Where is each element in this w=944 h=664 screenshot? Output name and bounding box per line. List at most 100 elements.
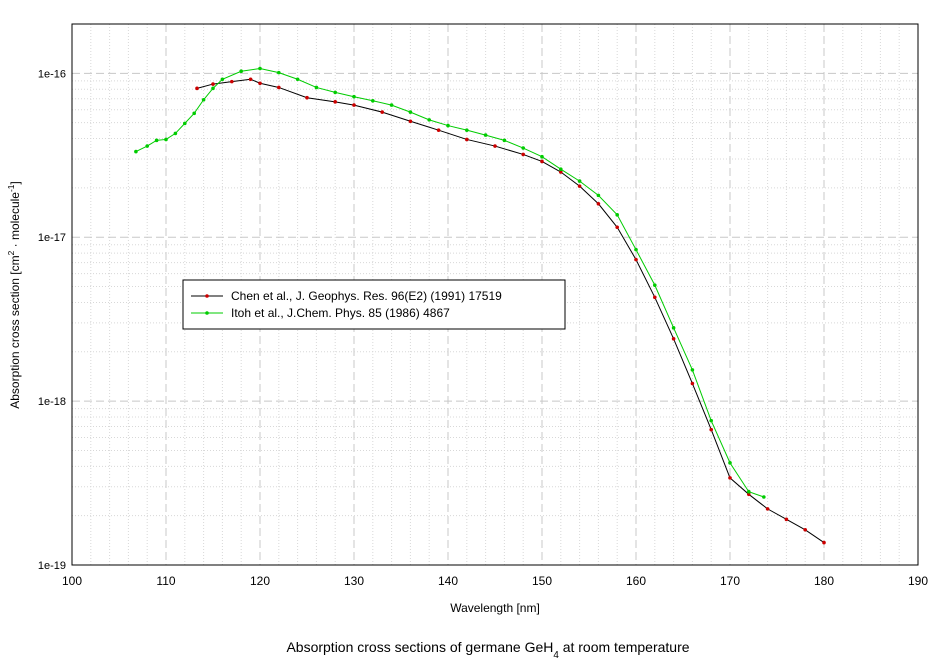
data-point <box>762 495 766 499</box>
data-point <box>540 154 544 159</box>
data-point <box>634 247 638 252</box>
data-point <box>596 193 601 198</box>
data-point <box>220 77 225 82</box>
plot-frame <box>71 23 919 566</box>
data-point <box>248 77 253 82</box>
data-point <box>352 94 356 99</box>
data-point <box>258 81 262 86</box>
y-tick-label: 1e-16 <box>38 68 66 80</box>
data-point <box>728 461 732 465</box>
data-point <box>427 118 432 122</box>
data-point <box>728 476 732 480</box>
data-point <box>540 159 544 164</box>
text-part: · molecule <box>8 192 22 251</box>
x-tick-label: 120 <box>250 574 270 588</box>
plot <box>134 66 826 545</box>
data-point <box>333 90 338 95</box>
legend-marker <box>205 294 209 298</box>
x-tick-label: 170 <box>720 574 740 588</box>
text-part: 4 <box>553 650 559 661</box>
data-point <box>436 128 441 132</box>
x-tick-label: 130 <box>344 574 364 588</box>
data-point <box>577 179 582 183</box>
legend-label: Chen et al., J. Geophys. Res. 96(E2) (19… <box>231 289 502 303</box>
data-point <box>653 283 657 287</box>
data-point <box>502 138 507 143</box>
x-tick-label: 100 <box>62 574 82 588</box>
y-axis-label: Absorption cross section [cm2 · molecule… <box>6 181 22 409</box>
data-point <box>408 119 413 124</box>
data-point <box>709 427 713 432</box>
data-point <box>230 79 234 84</box>
data-point <box>305 95 309 100</box>
x-tick-label: 150 <box>532 574 552 588</box>
data-point <box>164 137 168 142</box>
data-point <box>634 257 638 262</box>
text-part: Absorption cross sections of germane GeH <box>286 639 553 655</box>
data-point <box>803 527 807 532</box>
legend-label: Itoh et al., J.Chem. Phys. 85 (1986) 486… <box>231 306 450 320</box>
data-point <box>183 121 187 126</box>
data-point <box>690 381 695 386</box>
data-point <box>408 110 413 114</box>
data-point <box>521 152 525 157</box>
y-tick-label: 1e-19 <box>38 560 66 572</box>
y-tick-label: 1e-17 <box>38 232 66 244</box>
data-point <box>465 137 469 142</box>
text-part: at room temperature <box>559 639 690 655</box>
data-point <box>195 86 199 91</box>
data-point <box>277 70 281 75</box>
data-point <box>239 69 243 74</box>
data-point <box>192 111 196 116</box>
data-point <box>211 82 215 86</box>
data-point <box>333 100 338 104</box>
data-point <box>277 85 281 90</box>
data-point <box>596 201 601 206</box>
text-part: ] <box>8 181 22 184</box>
legend: Chen et al., J. Geophys. Res. 96(E2) (19… <box>182 279 566 330</box>
data-point <box>154 138 159 143</box>
data-point <box>559 170 563 174</box>
data-point <box>615 213 619 217</box>
data-point <box>709 418 713 423</box>
data-point <box>493 144 497 148</box>
x-tick-label: 190 <box>908 574 928 588</box>
data-point <box>483 133 488 137</box>
data-point <box>446 123 450 128</box>
data-point <box>671 326 676 330</box>
data-point <box>380 110 385 114</box>
y-tick-label: 1e-18 <box>38 396 66 408</box>
data-point <box>653 295 657 300</box>
x-tick-label: 110 <box>156 574 175 588</box>
x-tick-label: 160 <box>626 574 646 588</box>
data-point <box>295 77 300 82</box>
legend-box <box>182 279 566 330</box>
x-axis-label: Wavelength [nm] <box>450 601 540 615</box>
data-point <box>690 368 695 372</box>
data-point <box>671 336 676 341</box>
data-point <box>559 167 563 172</box>
data-point <box>577 184 582 188</box>
data-point <box>747 492 751 497</box>
text-part: 2 <box>6 250 16 255</box>
data-point <box>615 225 619 230</box>
data-point <box>258 66 262 71</box>
data-point <box>173 131 178 136</box>
x-tick-label: 140 <box>438 574 458 588</box>
data-point <box>765 507 770 511</box>
data-point <box>465 128 469 132</box>
data-point <box>784 517 789 522</box>
text-part: Absorption cross section [cm <box>8 255 22 408</box>
data-point <box>201 97 206 102</box>
data-point <box>521 146 525 150</box>
legend-marker <box>205 311 209 315</box>
data-point <box>314 85 319 90</box>
data-point <box>145 144 149 148</box>
chart-title: Absorption cross sections of germane GeH… <box>286 639 689 661</box>
data-point <box>747 489 751 494</box>
text-part: -1 <box>6 184 16 192</box>
data-point <box>371 98 375 103</box>
data-point <box>389 103 394 107</box>
x-tick-label: 180 <box>814 574 834 588</box>
